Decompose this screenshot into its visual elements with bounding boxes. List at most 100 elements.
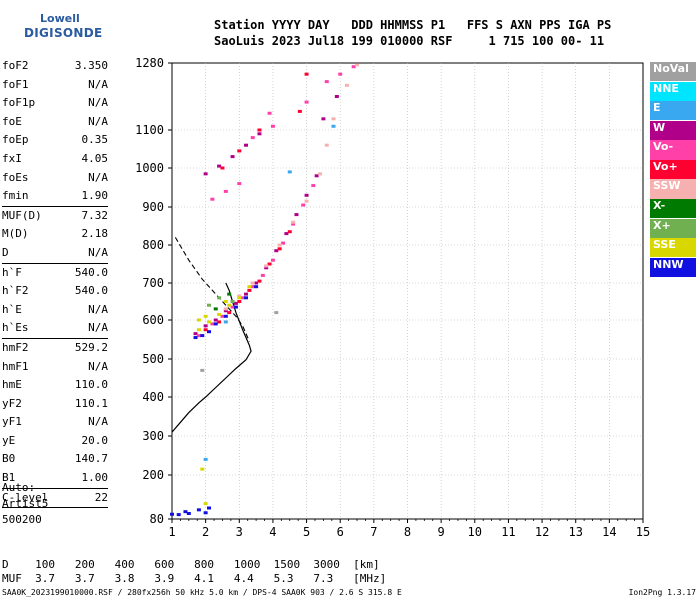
polarization-legend: NoVal NNE E W Vo- Vo+ SSW X- X+ SSE NNW [650,62,696,277]
echo-point-nnw [207,330,212,334]
echo-point-voplus [247,288,252,292]
echo-point-w [334,95,339,98]
param-row-hf: h`F 540.0 [2,264,108,283]
x-tick-label: 2 [202,525,209,539]
echo-point-nnw [183,510,188,514]
echo-point-w [193,332,198,336]
echo-point-sse [196,318,201,322]
param-separator [2,337,108,339]
legend-item-ssw: SSW [650,179,696,199]
distance-row-cell: 800 [194,558,214,571]
echo-point-ssw [344,83,349,87]
param-value: 110.1 [74,396,108,410]
param-value: N/A [88,170,108,184]
param-separator [2,507,108,509]
scaled-parameters-panel: foF2 3.350 foF1 N/A foF1p N/A foE N/A foEp 0.35 fx… [2,57,109,509]
legend-item-e: E [650,101,696,121]
echo-point-nnw [213,322,218,326]
echo-point-ssw [223,307,228,311]
legend-item-w: W [650,120,696,140]
echo-point-voplus [227,311,232,315]
param-name: MUF(D) [2,208,42,222]
y-tick-label: 800 [142,238,164,252]
echo-point-voplus [257,128,262,132]
x-tick-label: 11 [501,525,515,539]
param-name: foF2 [2,59,29,72]
param-row-hmf1: hmF1 N/A [2,358,108,377]
muf-row: MUF 3.7 3.7 3.8 3.9 4.1 4.4 5.3 7.3 [MHz… [2,572,386,586]
echo-point-e [223,320,228,324]
param-name: h`Es [2,321,29,335]
distance-row-cell: 1000 [233,558,261,571]
echo-point-w [314,174,319,178]
param-name: B0 [2,452,16,466]
param-row-b0: B0 140.7 [2,450,108,469]
autoscaling-info: Auto: Artist5 500200 [2,480,48,528]
param-row-hf2: h`F2 540.0 [2,282,108,301]
echo-point-sse [207,320,212,324]
param-name: hmE [2,378,22,392]
param-name: M(D) [2,227,29,241]
echo-point-ssw [324,143,329,147]
param-value: 4.05 [81,151,109,165]
param-row-he: h`E N/A [2,301,108,320]
echo-point-w [254,281,259,285]
distance-row-label: D [2,558,36,571]
echo-point-nnw [196,508,201,512]
param-name: foE [2,114,22,128]
param-value: N/A [88,96,108,110]
param-value: 110.0 [74,378,108,392]
legend-item-vominus: Vo- [650,140,696,160]
legend-item-voplus: Vo+ [650,159,696,180]
x-tick-label: 12 [535,525,549,539]
param-row-ye: yE 20.0 [2,432,108,451]
echo-point-vominus [311,184,316,188]
x-tick-label: 14 [602,525,616,539]
legend-item-nne: NNE [650,81,696,101]
param-row-fof1p: foF1p N/A [2,94,108,113]
echo-point-w [294,213,299,217]
echo-point-w [203,324,208,328]
distance-row-cell: 600 [154,558,175,571]
echo-point-voplus [304,72,309,76]
echo-point-nnw [233,305,238,309]
echo-point-nnw [254,285,259,289]
echo-point-vominus [240,296,245,300]
param-value: 0.35 [81,133,109,147]
echo-point-sse [237,296,242,300]
electron-density-profile [171,282,252,433]
echo-point-w [203,172,208,176]
param-name: h`E [2,302,22,316]
param-row-mufd: MUF(D) 7.32 [2,207,108,226]
distance-row-cell: 1500 [273,558,301,571]
distance-row: D 100 200 400 600 800 1000 1500 3000 [km… [2,558,386,572]
muf-row-cell: 3.8 [114,572,135,585]
param-name: foEs [2,170,29,184]
echo-point-ssw [237,294,242,298]
echo-point-voplus [220,166,225,170]
x-tick-label: 5 [303,525,310,539]
muf-row-cell: 5.3 [273,572,294,585]
echo-point-sse [223,300,228,303]
software-version: Ion2Png 1.3.17 [628,588,696,597]
param-value: 1.90 [81,189,109,203]
muf-row-cell: 3.7 [74,572,95,585]
echo-point-voplus [277,247,282,251]
distance-row-unit: [km] [353,558,380,571]
echo-point-voplus [267,262,272,266]
param-value: 529.2 [74,340,108,354]
echo-point-xminus [227,292,232,296]
param-name: fmin [2,189,29,203]
echo-point-noval [200,368,205,372]
param-row-d: D N/A [2,244,108,263]
auto-program: Artist5 [2,497,49,510]
x-tick-label: 1 [168,525,175,539]
echo-point-vominus [304,100,309,104]
echo-point-w [217,164,222,168]
y-tick-label: 200 [142,468,164,482]
y-tick-label: 900 [142,200,164,214]
echo-point-sse [227,303,232,307]
x-tick-label: 15 [636,525,650,539]
param-name: fxI [2,151,22,165]
echo-point-ssw [318,172,323,176]
